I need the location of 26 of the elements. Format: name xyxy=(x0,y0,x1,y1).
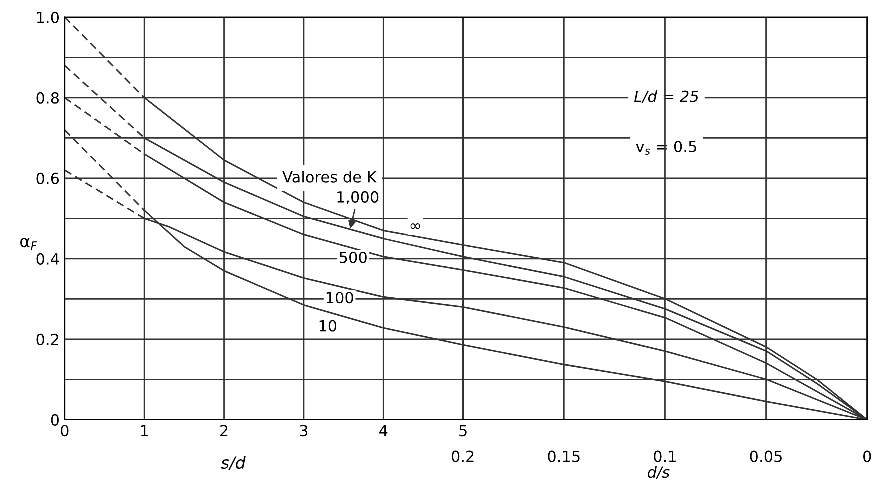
y-tick-label: 1.0 xyxy=(37,12,60,24)
x2-tick-label: 0 xyxy=(864,450,872,462)
y-axis-title: α$_{F}$ xyxy=(20,238,38,250)
annotation: 500 xyxy=(340,252,367,264)
y-tick-label: 0.2 xyxy=(36,334,59,346)
x-axis-title: s/d xyxy=(221,456,246,470)
x-tick-label: 3 xyxy=(300,425,308,437)
y-tick-label: 0.4 xyxy=(36,253,60,265)
x2-axis-title: d/s xyxy=(648,466,670,480)
x-tick-label: 0 xyxy=(61,425,69,437)
x2-tick-label: 0.05 xyxy=(750,450,782,462)
x-tick-label: 1 xyxy=(141,425,148,436)
y-tick-label: 0 xyxy=(51,414,60,426)
x2-tick-label: 0.2 xyxy=(452,450,474,462)
annotation: 10 xyxy=(320,320,337,332)
y-tick-label: 0.6 xyxy=(36,172,60,184)
annotation: Valores de K xyxy=(282,171,378,183)
annotation: ∞ xyxy=(410,224,420,230)
x-tick-label: 4 xyxy=(380,425,388,436)
annotation: 100 xyxy=(326,292,354,304)
x-tick-label: 5 xyxy=(460,425,467,437)
x2-tick-label: 0.1 xyxy=(654,450,676,462)
y-tick-label: 0.8 xyxy=(36,92,59,104)
annotation: 1,000 xyxy=(338,191,379,205)
x2-tick-label: 0.15 xyxy=(548,450,580,462)
x-tick-label: 2 xyxy=(220,425,228,436)
